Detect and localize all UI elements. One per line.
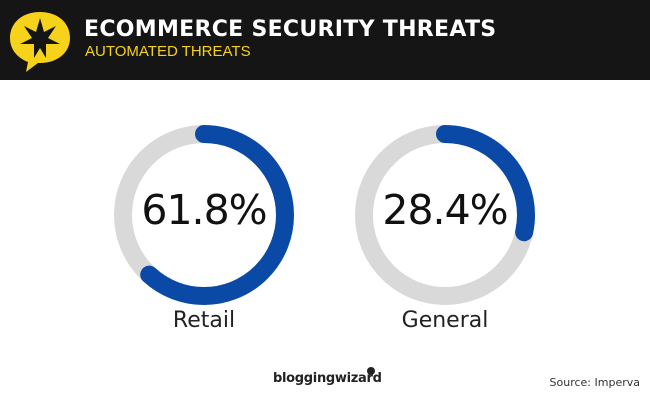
donut-chart-general: 28.4% General (345, 120, 545, 340)
source-credit: Source: Imperva (549, 376, 640, 389)
donut-value: 61.8% (141, 186, 267, 234)
donut-chart-retail: 61.8% Retail (104, 120, 304, 340)
page-subtitle: AUTOMATED THREATS (85, 43, 251, 60)
brand-star-icon (367, 367, 375, 375)
donut-category: Retail (172, 308, 236, 333)
brand-logo: bloggingwizard (273, 371, 382, 386)
donut-value: 28.4% (382, 186, 508, 234)
header-banner: ECOMMERCE SECURITY THREATS AUTOMATED THR… (0, 0, 650, 80)
donut-category: General (401, 308, 489, 333)
donut-ring (355, 125, 535, 305)
page-title: ECOMMERCE SECURITY THREATS (84, 17, 497, 42)
donut-ring (114, 125, 294, 305)
star-speech-bubble-icon (10, 12, 70, 72)
